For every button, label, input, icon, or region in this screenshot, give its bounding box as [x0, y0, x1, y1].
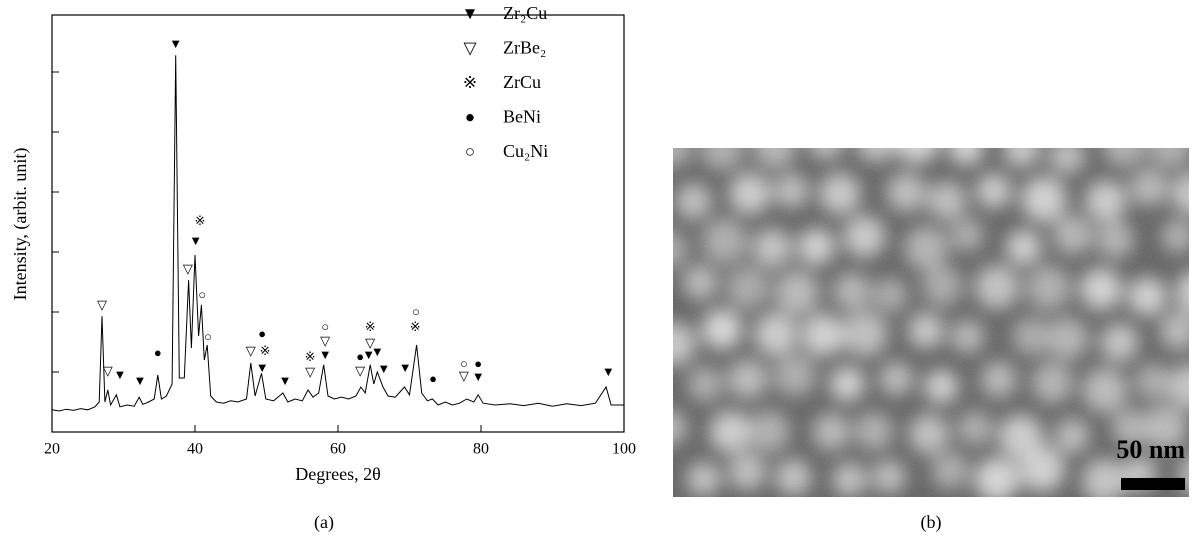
legend-symbol: ※ [463, 73, 477, 92]
caption-b: (b) [921, 512, 942, 533]
y-axis-label: Intensity, (arbit. unit) [10, 148, 31, 301]
phase-marker: ▽ [459, 368, 469, 383]
phase-marker: ▼ [256, 360, 269, 375]
phase-marker: ▼ [319, 347, 332, 362]
x-tick-label: 20 [44, 441, 60, 458]
legend-label: ZrBe₂ [503, 38, 546, 58]
phase-marker: ○ [321, 319, 329, 334]
phase-marker: ● [258, 326, 266, 341]
phase-marker: ▼ [602, 364, 615, 379]
x-tick-label: 100 [612, 441, 636, 458]
legend-label: Cu₂Ni [503, 141, 548, 161]
phase-marker: ▽ [183, 261, 193, 276]
phase-marker: ▽ [305, 364, 315, 379]
phase-marker: ● [356, 349, 364, 364]
legend-symbol: ○ [465, 142, 475, 161]
legend-symbol: ▽ [463, 38, 477, 57]
legend-label: BeNi [503, 107, 541, 127]
scale-bar-label: 50 nm [1116, 435, 1185, 464]
phase-marker: ▽ [103, 363, 113, 378]
phase-marker: ● [154, 345, 162, 360]
phase-marker: ▽ [97, 297, 107, 312]
phase-marker: ● [429, 371, 437, 386]
phase-marker: ● [474, 356, 482, 371]
x-tick-label: 60 [330, 441, 346, 458]
phase-marker: ▼ [189, 233, 202, 248]
xrd-trace [51, 55, 624, 412]
x-tick-label: 40 [187, 441, 203, 458]
grain [673, 148, 1189, 497]
phase-marker: ○ [412, 304, 420, 319]
phase-marker: ▼ [279, 373, 292, 388]
legend-symbol: ▼ [462, 4, 479, 23]
phase-marker: ▼ [371, 344, 384, 359]
x-tick-label: 80 [473, 441, 489, 458]
legend-label: ZrCu [503, 72, 541, 92]
phase-marker: ▽ [320, 333, 330, 348]
phase-marker: ※ [260, 343, 271, 358]
phase-marker: ▽ [365, 335, 375, 350]
phase-marker: ▼ [399, 360, 412, 375]
x-axis-label: Degrees, 2θ [295, 464, 381, 484]
phase-marker: ※ [410, 319, 421, 334]
phase-marker: ▽ [355, 363, 365, 378]
phase-marker: ▼ [472, 369, 485, 384]
phase-marker: ※ [365, 319, 376, 334]
phase-marker: ▼ [113, 367, 126, 382]
phase-marker: ○ [204, 329, 212, 344]
phase-marker: ※ [305, 349, 316, 364]
phase-marker: ▼ [377, 361, 390, 376]
phase-marker: ▼ [362, 347, 375, 362]
caption-a: (a) [314, 512, 334, 533]
legend-symbol: ● [465, 107, 475, 126]
phase-marker: ○ [198, 287, 206, 302]
scale-bar [1121, 478, 1185, 490]
phase-marker: ▽ [246, 343, 256, 358]
micrograph [673, 148, 1189, 497]
phase-marker: ▼ [169, 36, 182, 51]
phase-marker: ○ [460, 356, 468, 371]
legend-label: Zr₂Cu [503, 3, 547, 23]
phase-marker: ▼ [134, 373, 147, 388]
phase-marker: ※ [195, 213, 206, 228]
